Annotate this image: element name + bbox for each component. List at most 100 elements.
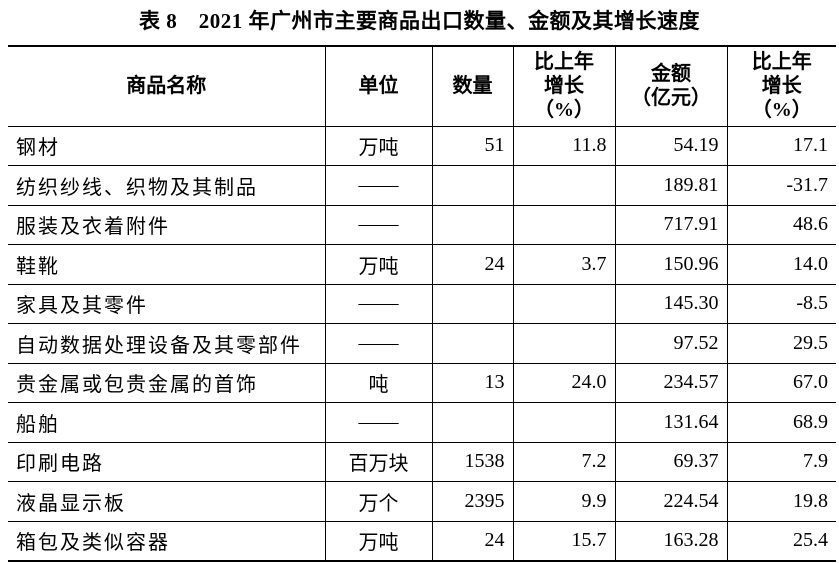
table-cell: 224.54: [614, 481, 728, 522]
table-cell: 箱包及类似容器: [8, 520, 326, 561]
table-cell: 19.8: [726, 481, 836, 522]
table-cell: 船舶: [8, 402, 326, 443]
table-cell: 鞋靴: [8, 244, 326, 285]
table-cell: [431, 283, 514, 324]
table-cell: [431, 165, 514, 206]
table-cell: -31.7: [726, 165, 836, 206]
header-line: 商品名称: [126, 75, 207, 98]
column-header: 比上年 增长 （%）: [726, 45, 836, 127]
table-row: 箱包及类似容器 万吨 24 15.7 163.28 25.4: [8, 520, 836, 561]
table-cell: ——: [324, 323, 433, 364]
table-cell: 15.7: [512, 520, 616, 561]
table-body: 钢材 万吨 51 11.8 54.19 17.1 纺织纱线、织物及其制品 —— 189.81 -3…: [8, 125, 836, 561]
table-cell: 29.5: [726, 323, 836, 364]
table-cell: 9.9: [512, 481, 616, 522]
table-row: 服装及衣着附件 —— 717.91 48.6: [8, 204, 836, 245]
table-cell: 2395: [431, 481, 514, 522]
header-line: （%）: [751, 99, 812, 122]
export-table: 商品名称 单位 数量 比上年 增长 （%） 金额 （亿元） 比上年 增长 （%） 钢材 万吨 51 11.…: [8, 45, 836, 562]
column-header: 数量: [431, 45, 514, 127]
table-cell: 1538: [431, 441, 514, 482]
table-row: 贵金属或包贵金属的首饰吨 13 24.0 234.57 67.0: [8, 362, 836, 403]
header-line: 增长: [761, 75, 802, 98]
header-line: 比上年: [751, 51, 812, 74]
table-cell: 131.64: [614, 402, 728, 443]
table-cell: 54.19: [614, 125, 728, 166]
table-cell: 万吨: [324, 520, 433, 561]
table-cell: 3.7: [512, 244, 616, 285]
table-row: 自动数据处理设备及其零部件 —— 97.52 29.5: [8, 323, 836, 364]
column-header: 金额 （亿元）: [614, 45, 728, 127]
table-cell: [431, 323, 514, 364]
table-cell: 25.4: [726, 520, 836, 561]
table-cell: 150.96: [614, 244, 728, 285]
table-row: 家具及其零件 —— 145.30 -8.5: [8, 283, 836, 324]
table-cell: 钢材: [8, 125, 326, 166]
header-line: 增长: [544, 75, 584, 98]
table-cell: [512, 402, 616, 443]
table-row: 鞋靴 万吨 24 3.7 150.96 14.0: [8, 244, 836, 285]
table-cell: 万吨: [324, 244, 433, 285]
header-line: （亿元）: [631, 87, 711, 110]
table-cell: 48.6: [726, 204, 836, 245]
table-cell: [431, 402, 514, 443]
table-cell: [512, 204, 616, 245]
table-cell: 11.8: [512, 125, 616, 166]
column-header: 比上年 增长 （%）: [512, 45, 616, 127]
table-cell: 51: [431, 125, 514, 166]
table-cell: 纺织纱线、织物及其制品: [8, 165, 326, 206]
table-row: 船舶 —— 131.64 68.9: [8, 402, 836, 443]
table-title: 表 8 2021 年广州市主要商品出口数量、金额及其增长速度: [139, 9, 700, 33]
table-row: 纺织纱线、织物及其制品 —— 189.81 -31.7: [8, 165, 836, 206]
table-cell: 24: [431, 520, 514, 561]
table-cell: ——: [324, 402, 433, 443]
table-cell: 68.9: [726, 402, 836, 443]
table-cell: 自动数据处理设备及其零部件: [8, 323, 326, 364]
table-cell: 家具及其零件: [8, 283, 326, 324]
table-cell: ——: [324, 165, 433, 206]
table-cell: 97.52: [614, 323, 728, 364]
table-cell: 7.9: [726, 441, 836, 482]
table-row: 印刷电路 百万块 1538 7.2 69.37 7.9: [8, 441, 836, 482]
table-cell: [512, 323, 616, 364]
header-line: 数量: [452, 75, 493, 98]
table-cell: 145.30: [614, 283, 728, 324]
table-cell: 189.81: [614, 165, 728, 206]
table-cell: 液晶显示板: [8, 481, 326, 522]
table-cell: -8.5: [726, 283, 836, 324]
table-cell: 万吨: [324, 125, 433, 166]
table-cell: 万个: [324, 481, 433, 522]
table-cell: 24.0: [512, 362, 616, 403]
table-header: 商品名称 单位 数量 比上年 增长 （%） 金额 （亿元） 比上年 增长 （%）: [8, 45, 836, 127]
table-cell: [512, 165, 616, 206]
table-cell: 67.0: [726, 362, 836, 403]
table-row: 液晶显示板 万个 2395 9.9 224.54 19.8: [8, 481, 836, 522]
header-line: （%）: [534, 99, 594, 122]
table-cell: 服装及衣着附件: [8, 204, 326, 245]
table-cell: 贵金属或包贵金属的首饰: [8, 362, 326, 403]
header-row: 商品名称 单位 数量 比上年 增长 （%） 金额 （亿元） 比上年 增长 （%）: [8, 45, 836, 127]
column-header: 单位: [324, 45, 433, 127]
table-cell: ——: [324, 283, 433, 324]
table-cell: 163.28: [614, 520, 728, 561]
table-cell: 14.0: [726, 244, 836, 285]
table-cell: ——: [324, 204, 433, 245]
table-cell: 234.57: [614, 362, 728, 403]
table-cell: [512, 283, 616, 324]
table-cell: 69.37: [614, 441, 728, 482]
table-cell: 24: [431, 244, 514, 285]
column-header: 商品名称: [8, 45, 326, 127]
table-cell: 吨: [324, 362, 433, 403]
table-cell: 百万块: [324, 441, 433, 482]
table-cell: 7.2: [512, 441, 616, 482]
table-cell: 717.91: [614, 204, 728, 245]
table-row: 钢材 万吨 51 11.8 54.19 17.1: [8, 125, 836, 166]
table-cell: 17.1: [726, 125, 836, 166]
header-line: 单位: [358, 75, 399, 98]
table-cell: 13: [431, 362, 514, 403]
header-line: 比上年: [534, 51, 594, 74]
table-cell: 印刷电路: [8, 441, 326, 482]
header-line: 金额: [651, 63, 691, 86]
table-cell: [431, 204, 514, 245]
